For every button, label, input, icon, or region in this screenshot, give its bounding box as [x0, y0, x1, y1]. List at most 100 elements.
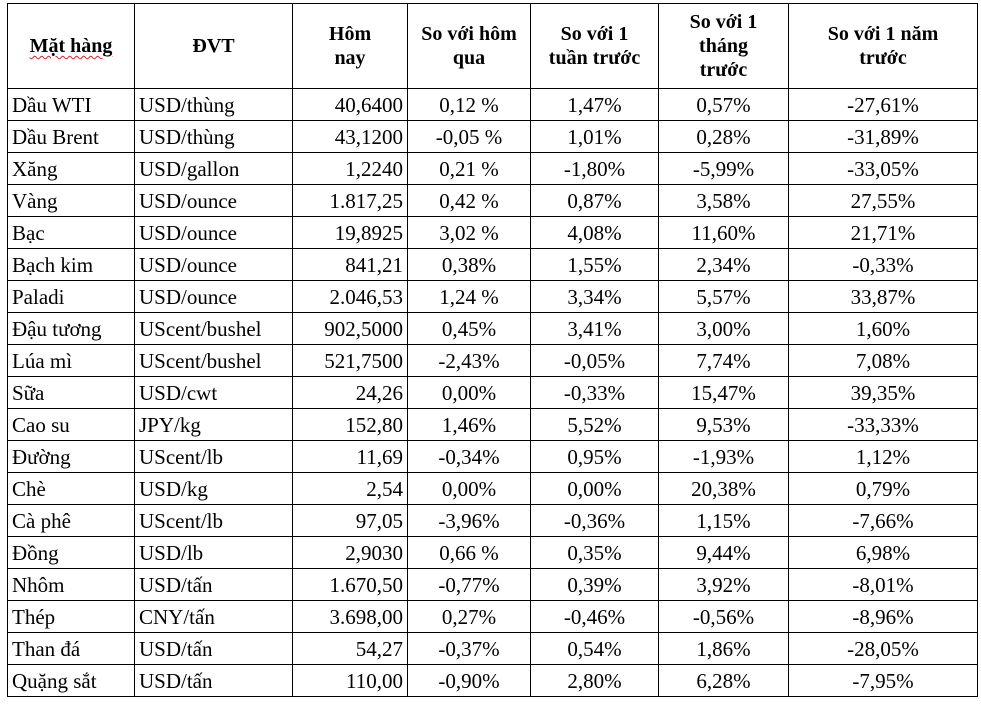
cell-vs-year: 1,12% [788, 440, 978, 473]
table-row: Quặng sắt USD/tấn 110,00 -0,90% 2,80% 6,28% -7… [7, 664, 978, 697]
cell-vs-yesterday: 0,12 % [407, 88, 531, 121]
cell-vs-year: 6,98% [788, 536, 978, 569]
cell-vs-month: 5,57% [658, 280, 789, 313]
cell-item: Thép [7, 600, 135, 633]
cell-vs-yesterday: 0,00% [407, 376, 531, 409]
cell-today: 841,21 [292, 248, 408, 281]
cell-vs-year: -7,95% [788, 664, 978, 697]
cell-today: 43,1200 [292, 120, 408, 153]
cell-today: 902,5000 [292, 312, 408, 345]
table-row: Paladi USD/ounce 2.046,53 1,24 % 3,34% 5,57% 3… [7, 280, 978, 313]
cell-vs-year: -33,05% [788, 152, 978, 185]
cell-vs-month: 15,47% [658, 376, 789, 409]
cell-today: 110,00 [292, 664, 408, 697]
commodity-price-table: Mặt hàng ĐVT Hôm nay So với hôm qua So v… [7, 3, 978, 697]
cell-item: Chè [7, 472, 135, 505]
cell-vs-yesterday: 1,46% [407, 408, 531, 441]
cell-vs-year: -0,33% [788, 248, 978, 281]
cell-unit: USD/ounce [134, 216, 293, 249]
cell-vs-week: -0,05% [530, 344, 659, 377]
cell-vs-week: 1,47% [530, 88, 659, 121]
table-row: Thép CNY/tấn 3.698,00 0,27% -0,46% -0,56% -8,9… [7, 600, 978, 633]
header-item: Mặt hàng [7, 3, 135, 89]
cell-item: Than đá [7, 632, 135, 665]
cell-item: Dầu WTI [7, 88, 135, 121]
cell-item: Paladi [7, 280, 135, 313]
cell-item: Quặng sắt [7, 664, 135, 697]
table-row: Nhôm USD/tấn 1.670,50 -0,77% 0,39% 3,92% -8,01… [7, 568, 978, 601]
cell-vs-yesterday: 0,42 % [407, 184, 531, 217]
cell-today: 24,26 [292, 376, 408, 409]
cell-item: Nhôm [7, 568, 135, 601]
header-vs-year: So với 1 năm trước [788, 3, 978, 89]
cell-vs-yesterday: 0,38% [407, 248, 531, 281]
cell-vs-year: 39,35% [788, 376, 978, 409]
cell-vs-yesterday: -2,43% [407, 344, 531, 377]
cell-today: 19,8925 [292, 216, 408, 249]
table-row: Đường UScent/lb 11,69 -0,34% 0,95% -1,93% 1,12… [7, 440, 978, 473]
header-unit: ĐVT [134, 3, 293, 89]
cell-unit: USD/cwt [134, 376, 293, 409]
cell-unit: USD/tấn [134, 632, 293, 665]
cell-vs-week: 3,34% [530, 280, 659, 313]
cell-item: Lúa mì [7, 344, 135, 377]
cell-item: Cao su [7, 408, 135, 441]
cell-vs-month: 7,74% [658, 344, 789, 377]
cell-vs-month: -0,56% [658, 600, 789, 633]
cell-unit: UScent/lb [134, 504, 293, 537]
header-vs-yesterday: So với hôm qua [407, 3, 531, 89]
cell-today: 3.698,00 [292, 600, 408, 633]
cell-vs-year: -28,05% [788, 632, 978, 665]
cell-unit: USD/thùng [134, 120, 293, 153]
cell-vs-yesterday: -0,05 % [407, 120, 531, 153]
cell-vs-yesterday: -0,90% [407, 664, 531, 697]
cell-vs-week: -0,33% [530, 376, 659, 409]
table-row: Dầu WTI USD/thùng 40,6400 0,12 % 1,47% 0,57% -… [7, 88, 978, 121]
cell-item: Sữa [7, 376, 135, 409]
cell-vs-yesterday: -0,37% [407, 632, 531, 665]
cell-vs-year: 33,87% [788, 280, 978, 313]
cell-vs-month: 11,60% [658, 216, 789, 249]
cell-vs-week: 1,01% [530, 120, 659, 153]
cell-vs-year: 0,79% [788, 472, 978, 505]
cell-unit: USD/ounce [134, 248, 293, 281]
cell-today: 1.670,50 [292, 568, 408, 601]
table-header: Mặt hàng ĐVT Hôm nay So với hôm qua So v… [7, 3, 978, 89]
cell-vs-month: 9,44% [658, 536, 789, 569]
cell-unit: USD/tấn [134, 664, 293, 697]
table-row: Đồng USD/lb 2,9030 0,66 % 0,35% 9,44% 6,98% [7, 536, 978, 569]
table-row: Bạch kim USD/ounce 841,21 0,38% 1,55% 2,34% -0… [7, 248, 978, 281]
cell-today: 54,27 [292, 632, 408, 665]
cell-vs-yesterday: 0,27% [407, 600, 531, 633]
cell-vs-week: 0,39% [530, 568, 659, 601]
cell-unit: USD/ounce [134, 184, 293, 217]
cell-vs-month: 3,58% [658, 184, 789, 217]
table-row: Cao su JPY/kg 152,80 1,46% 5,52% 9,53% -33,33% [7, 408, 978, 441]
cell-vs-week: 3,41% [530, 312, 659, 345]
cell-item: Bạch kim [7, 248, 135, 281]
cell-vs-yesterday: 3,02 % [407, 216, 531, 249]
cell-vs-year: -7,66% [788, 504, 978, 537]
cell-item: Bạc [7, 216, 135, 249]
cell-vs-week: -0,36% [530, 504, 659, 537]
cell-vs-week: 0,00% [530, 472, 659, 505]
cell-unit: USD/tấn [134, 568, 293, 601]
cell-vs-month: 0,28% [658, 120, 789, 153]
table-row: Đậu tương UScent/bushel 902,5000 0,45% 3,41%… [7, 312, 978, 345]
cell-vs-yesterday: -0,34% [407, 440, 531, 473]
cell-vs-year: 7,08% [788, 344, 978, 377]
cell-vs-month: 3,00% [658, 312, 789, 345]
table-row: Chè USD/kg 2,54 0,00% 0,00% 20,38% 0,79% [7, 472, 978, 505]
cell-unit: USD/thùng [134, 88, 293, 121]
cell-unit: CNY/tấn [134, 600, 293, 633]
cell-today: 1,2240 [292, 152, 408, 185]
cell-unit: JPY/kg [134, 408, 293, 441]
cell-vs-week: 1,55% [530, 248, 659, 281]
cell-unit: USD/ounce [134, 280, 293, 313]
cell-today: 2.046,53 [292, 280, 408, 313]
cell-today: 97,05 [292, 504, 408, 537]
cell-vs-year: -33,33% [788, 408, 978, 441]
header-vs-month: So với 1 tháng trước [658, 3, 789, 89]
cell-vs-year: 1,60% [788, 312, 978, 345]
cell-vs-year: 21,71% [788, 216, 978, 249]
